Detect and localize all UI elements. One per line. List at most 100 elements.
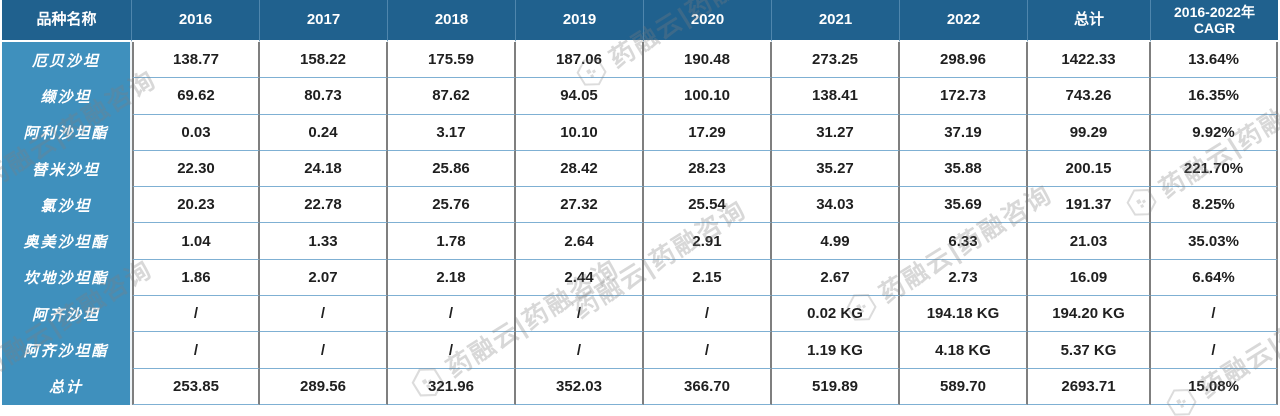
- column-header: 2021: [772, 0, 900, 42]
- value-cell: 2.73: [900, 259, 1028, 297]
- sartan-sales-table: 品种名称 2016 2017 2018 2019 2020 2021 2022 总计 2016-2…: [2, 0, 1278, 405]
- value-cell: 22.30: [132, 150, 260, 188]
- table-row: 坎地沙坦酯 1.86 2.07 2.18 2.44 2.15 2.67 2.73 16.09 6.…: [2, 259, 1278, 297]
- value-cell: 15.08%: [1151, 368, 1278, 405]
- column-header: 2022: [900, 0, 1028, 42]
- name-column-header: 品种名称: [2, 0, 132, 42]
- value-cell: 17.29: [644, 114, 772, 151]
- table-row: 阿齐沙坦 / / / //0.02 KG 194.18 KG 194.20 KG /: [2, 296, 1278, 333]
- value-cell: /: [516, 296, 644, 333]
- value-cell: 253.85: [132, 368, 260, 405]
- value-cell: 158.22: [260, 42, 388, 79]
- value-cell: /: [516, 332, 644, 369]
- table-row: 阿利沙坦酯 0.03 0.24 3.17 10.10 17.29 31.27 37.19 99.…: [2, 114, 1278, 151]
- value-cell: 80.73: [260, 78, 388, 115]
- value-cell: 4.99: [772, 223, 900, 260]
- row-name-cell: 奥美沙坦酯: [2, 223, 132, 260]
- value-cell: 138.41: [772, 78, 900, 115]
- value-cell: 1422.33: [1028, 42, 1151, 79]
- value-cell: 138.77: [132, 42, 260, 79]
- value-cell: 25.54: [644, 187, 772, 224]
- value-cell: 24.18: [260, 150, 388, 188]
- value-cell: 1.19 KG: [772, 332, 900, 369]
- row-name-cell: 厄贝沙坦: [2, 42, 132, 79]
- value-cell: 187.06: [516, 42, 644, 79]
- value-cell: 200.15: [1028, 150, 1151, 188]
- value-cell: 37.19: [900, 114, 1028, 151]
- row-name-cell: 缬沙坦: [2, 78, 132, 115]
- value-cell: 190.48: [644, 42, 772, 79]
- value-cell: 289.56: [260, 368, 388, 405]
- value-cell: 2.07: [260, 259, 388, 297]
- table-row: 奥美沙坦酯 1.04 1.33 1.78 2.64 2.91 4.99 6.33 21.03 35…: [2, 223, 1278, 260]
- value-cell: 1.78: [388, 223, 516, 260]
- table-header-row: 品种名称 2016 2017 2018 2019 2020 2021 2022 总计 2016-2…: [2, 0, 1278, 42]
- value-cell: 3.17: [388, 114, 516, 151]
- value-cell: 2.67: [772, 259, 900, 297]
- value-cell: 99.29: [1028, 114, 1151, 151]
- value-cell: 13.64%: [1151, 42, 1278, 79]
- value-cell: 2.15: [644, 259, 772, 297]
- column-header: 2016-2022年 CAGR: [1151, 0, 1278, 42]
- value-cell: 94.05: [516, 78, 644, 115]
- value-cell: 16.35%: [1151, 78, 1278, 115]
- value-cell: 8.25%: [1151, 187, 1278, 224]
- value-cell: 35.27: [772, 150, 900, 188]
- column-header: 2017: [260, 0, 388, 42]
- value-cell: 1.33: [260, 223, 388, 260]
- value-cell: 21.03: [1028, 223, 1151, 260]
- row-name-cell: 阿齐沙坦: [2, 296, 132, 333]
- table-row: 缬沙坦 69.62 80.73 87.62 94.05 100.10 138.41 172.7…: [2, 78, 1278, 115]
- column-header: 2016: [132, 0, 260, 42]
- value-cell: 31.27: [772, 114, 900, 151]
- value-cell: 0.02 KG: [772, 296, 900, 333]
- value-cell: 172.73: [900, 78, 1028, 115]
- value-cell: 175.59: [388, 42, 516, 79]
- value-cell: 366.70: [644, 368, 772, 405]
- value-cell: 35.88: [900, 150, 1028, 188]
- value-cell: 352.03: [516, 368, 644, 405]
- value-cell: 273.25: [772, 42, 900, 79]
- value-cell: 35.69: [900, 187, 1028, 224]
- value-cell: 0.24: [260, 114, 388, 151]
- column-header: 2019: [516, 0, 644, 42]
- value-cell: 2693.71: [1028, 368, 1151, 405]
- value-cell: 221.70%: [1151, 150, 1278, 188]
- value-cell: 69.62: [132, 78, 260, 115]
- table-row: 替米沙坦 22.30 24.18 25.86 28.42 28.23 35.27 35.88 2…: [2, 150, 1278, 188]
- value-cell: /: [132, 332, 260, 369]
- table-row: 厄贝沙坦 138.77 158.22 175.59 187.06 190.48 273.25…: [2, 42, 1278, 79]
- value-cell: 4.18 KG: [900, 332, 1028, 369]
- column-header: 总计: [1028, 0, 1151, 42]
- row-name-cell: 氯沙坦: [2, 187, 132, 224]
- value-cell: 191.37: [1028, 187, 1151, 224]
- value-cell: 194.20 KG: [1028, 296, 1151, 333]
- value-cell: 519.89: [772, 368, 900, 405]
- row-name-cell: 坎地沙坦酯: [2, 259, 132, 297]
- value-cell: 2.91: [644, 223, 772, 260]
- table-row: 氯沙坦 20.23 22.78 25.76 27.32 25.54 34.03 35.69 19…: [2, 187, 1278, 224]
- value-cell: /: [260, 296, 388, 333]
- value-cell: 589.70: [900, 368, 1028, 405]
- table-body: 厄贝沙坦 138.77 158.22 175.59 187.06 190.48 273.25…: [2, 42, 1278, 405]
- value-cell: /: [388, 332, 516, 369]
- value-cell: 100.10: [644, 78, 772, 115]
- value-cell: 6.64%: [1151, 259, 1278, 297]
- value-cell: 10.10: [516, 114, 644, 151]
- value-cell: 6.33: [900, 223, 1028, 260]
- value-cell: 0.03: [132, 114, 260, 151]
- column-header: 2018: [388, 0, 516, 42]
- value-cell: 194.18 KG: [900, 296, 1028, 333]
- value-cell: /: [644, 332, 772, 369]
- value-cell: 9.92%: [1151, 114, 1278, 151]
- row-name-cell: 替米沙坦: [2, 150, 132, 188]
- table-row: 总计 253.85 289.56 321.96 352.03 366.70 519.89 58…: [2, 368, 1278, 405]
- row-name-cell: 阿利沙坦酯: [2, 114, 132, 151]
- value-cell: 5.37 KG: [1028, 332, 1151, 369]
- value-cell: /: [1151, 296, 1278, 333]
- value-cell: 20.23: [132, 187, 260, 224]
- row-name-cell: 总计: [2, 368, 132, 405]
- value-cell: 28.42: [516, 150, 644, 188]
- value-cell: 1.04: [132, 223, 260, 260]
